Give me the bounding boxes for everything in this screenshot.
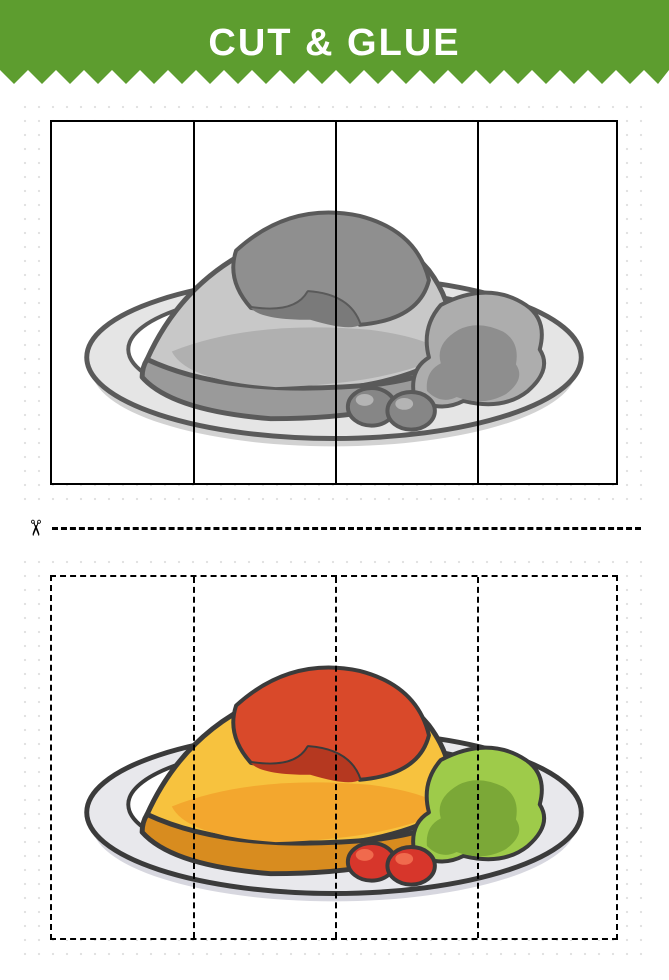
zigzag-border: [0, 70, 669, 86]
food-illustration-grayscale: [52, 122, 616, 483]
panel-divider: [193, 122, 195, 483]
glue-target-panel: [50, 120, 618, 485]
panel-divider: [477, 577, 479, 938]
panel-divider: [335, 122, 337, 483]
panel-divider: [193, 577, 195, 938]
panel-divider: [335, 577, 337, 938]
scissors-icon: ✂: [24, 519, 50, 537]
cut-line-row: ✂: [28, 517, 641, 539]
page-title: CUT & GLUE: [0, 22, 669, 65]
food-illustration-color: [52, 577, 616, 938]
panel-divider: [477, 122, 479, 483]
header: CUT & GLUE: [0, 0, 669, 90]
cut-line: [52, 527, 641, 530]
cut-source-panel: [50, 575, 618, 940]
